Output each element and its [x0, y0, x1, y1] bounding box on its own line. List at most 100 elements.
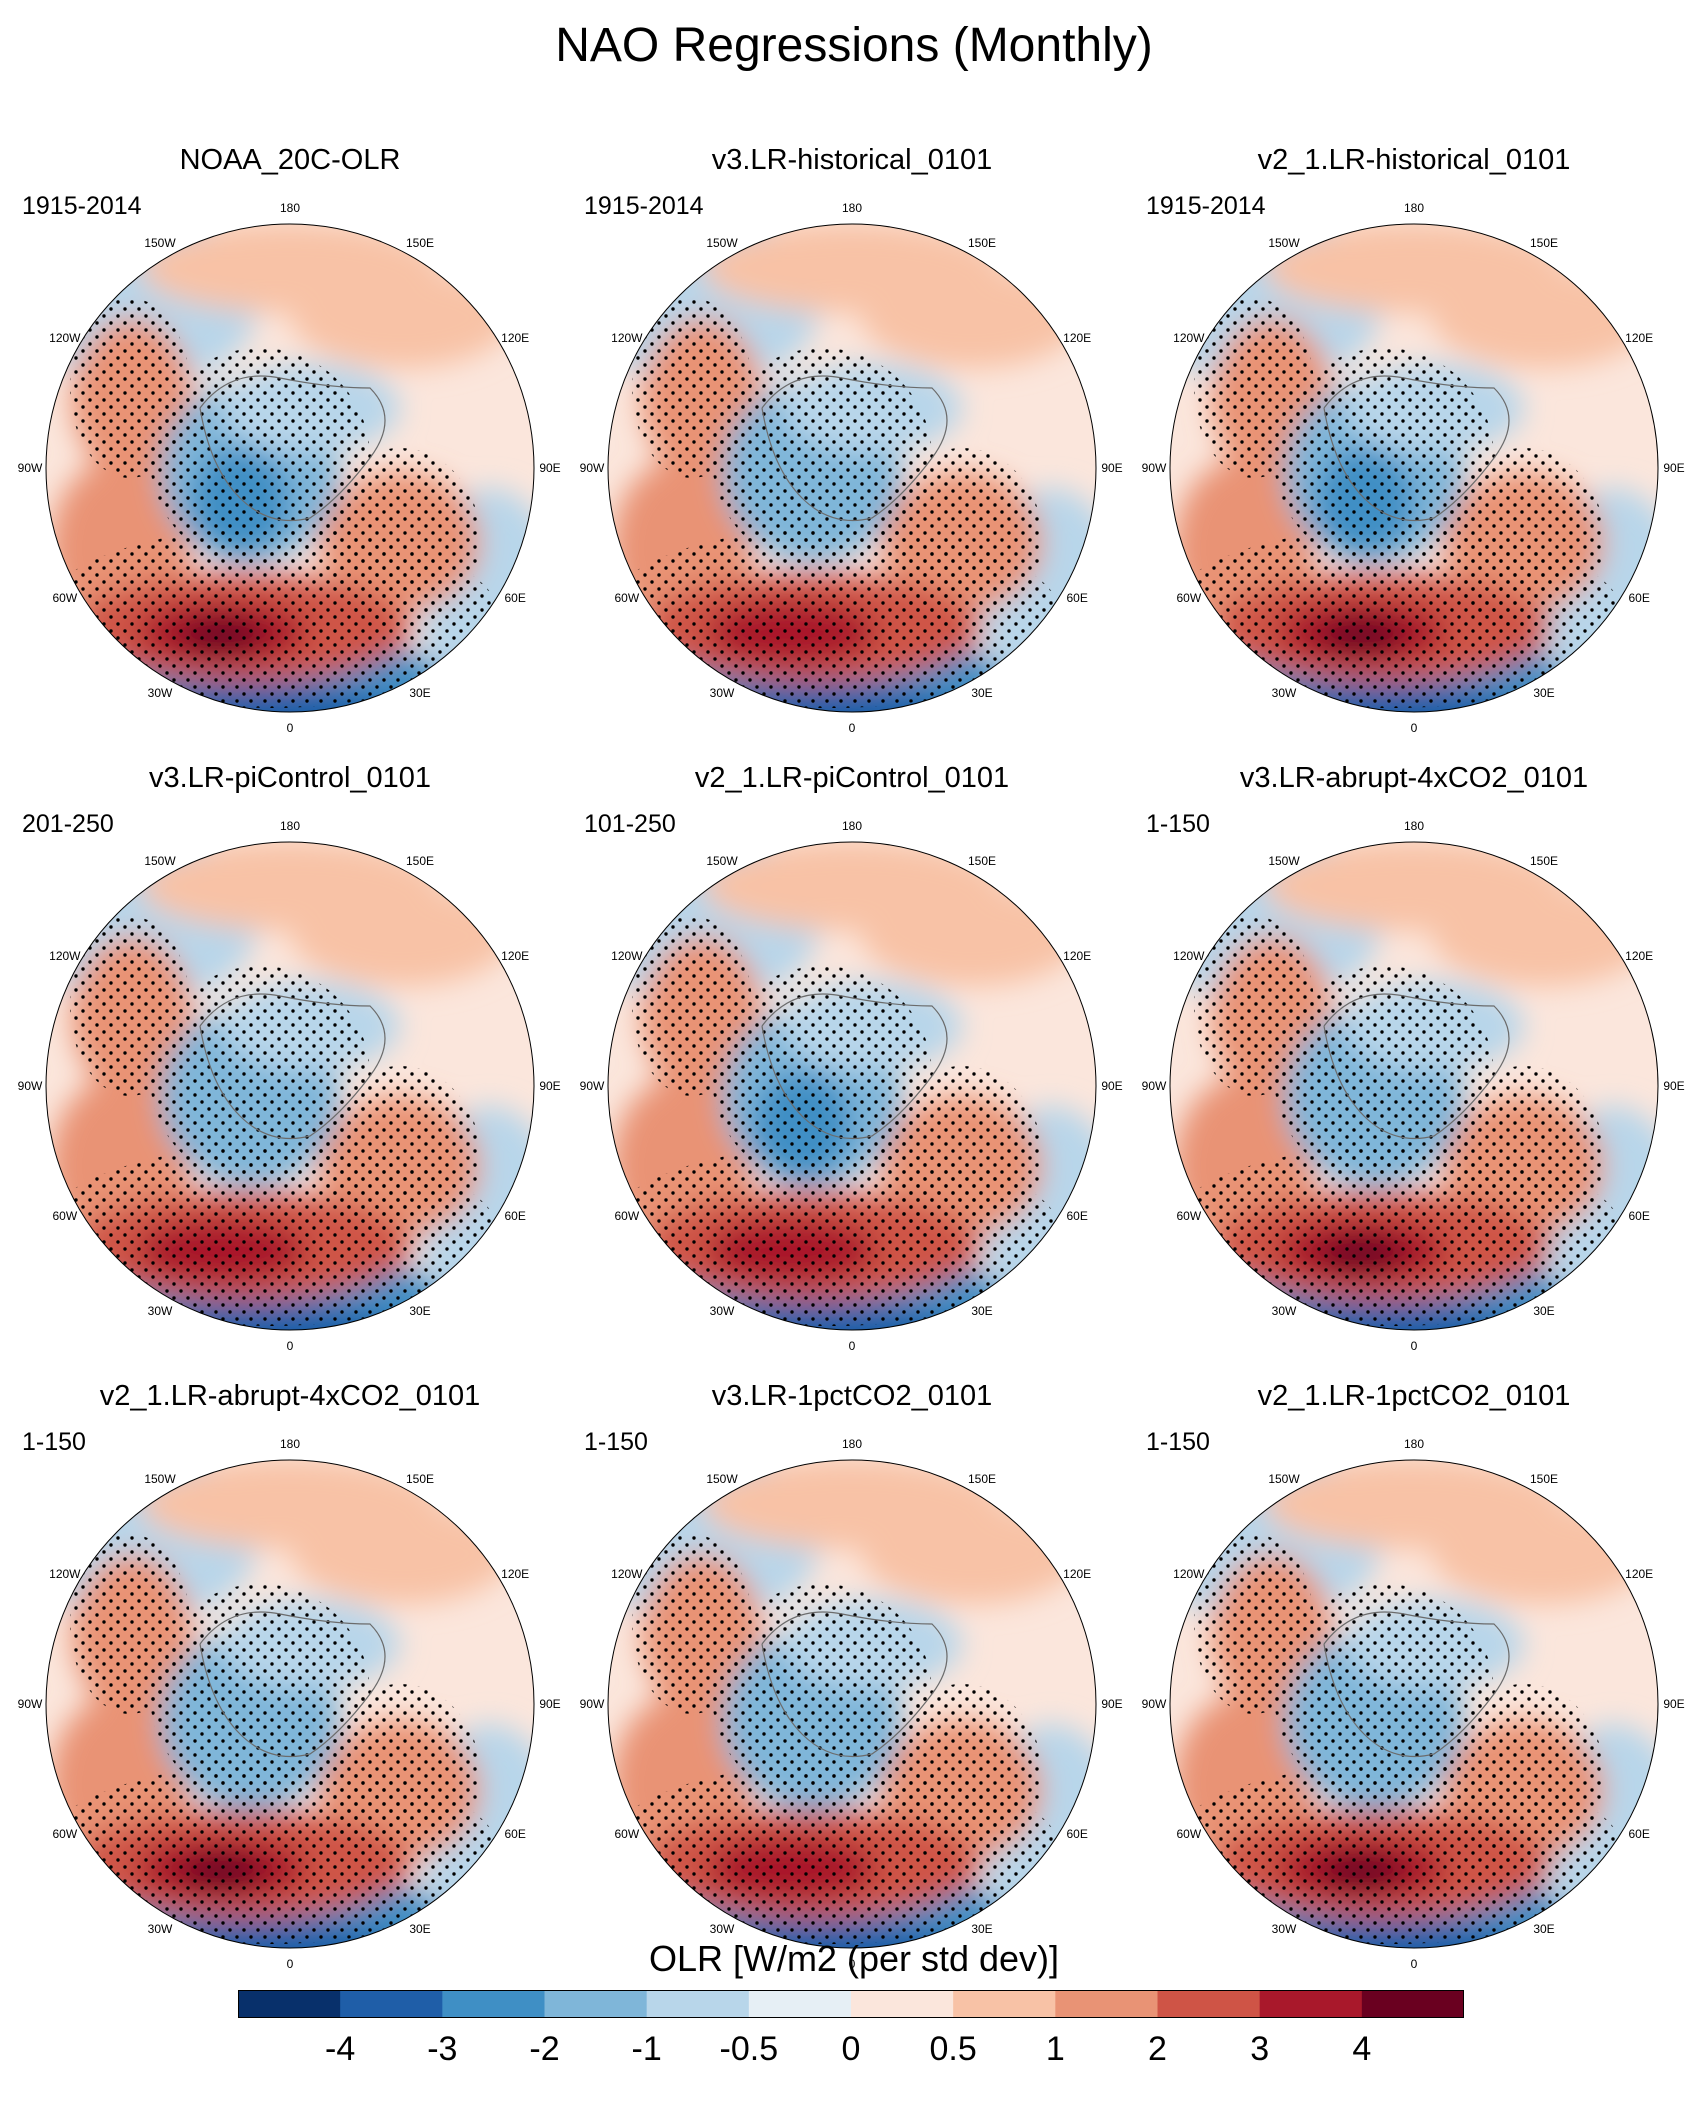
longitude-label: 90W — [18, 1697, 43, 1711]
longitude-label: 60E — [1066, 1209, 1087, 1223]
longitude-label: 120E — [501, 1567, 529, 1581]
colorbar — [238, 1990, 1464, 2018]
longitude-label: 90W — [18, 1079, 43, 1093]
longitude-label: 150E — [1530, 854, 1558, 868]
longitude-label: 150E — [968, 854, 996, 868]
longitude-label: 120W — [49, 331, 81, 345]
longitude-label: 120W — [611, 949, 643, 963]
polar-map: 180 150E 120E 90E 60E 30E 0 30W 60W 90W 120W 150W — [1142, 1437, 1685, 1971]
map-panel: v2_1.LR-historical_0101 1915-2014 180 150E 1… — [1134, 144, 1694, 764]
longitude-label: 120W — [49, 949, 81, 963]
longitude-label: 150E — [406, 854, 434, 868]
polar-map: 180 150E 120E 90E 60E 30E 0 30W 60W 90W 120W 150W — [18, 819, 561, 1353]
longitude-label: 60E — [1628, 1209, 1649, 1223]
longitude-label: 150W — [144, 854, 176, 868]
panel-title: v2_1.LR-abrupt-4xCO2_0101 — [99, 1380, 481, 1412]
longitude-label: 30W — [148, 1922, 173, 1936]
longitude-label: 30W — [1272, 1922, 1297, 1936]
coastline — [761, 1611, 948, 1758]
map-panel: v3.LR-1pctCO2_0101 1-150 180 150E 120E 90E 60E… — [572, 1380, 1132, 2000]
longitude-label: 60W — [1176, 1827, 1201, 1841]
colorbar-swatch — [1157, 1990, 1261, 2018]
longitude-label: 150E — [1530, 1472, 1558, 1486]
longitude-label: 150W — [144, 1472, 176, 1486]
longitude-label: 150W — [1268, 854, 1300, 868]
longitude-label: 30E — [409, 1922, 430, 1936]
map-boundary — [45, 1459, 535, 1949]
longitude-label: 150E — [968, 1472, 996, 1486]
map-panel: v3.LR-historical_0101 1915-2014 180 150E 120… — [572, 144, 1132, 764]
longitude-label: 0 — [849, 1957, 856, 1971]
longitude-label: 60E — [504, 1827, 525, 1841]
longitude-label: 90W — [580, 461, 605, 475]
longitude-label: 0 — [1411, 721, 1418, 735]
colorbar-swatch — [544, 1990, 648, 2018]
colorbar-swatch — [1259, 1990, 1363, 2018]
map-boundary — [607, 1459, 1097, 1949]
panel-period: 1-150 — [1146, 810, 1210, 838]
longitude-label: 30W — [710, 686, 735, 700]
longitude-label: 60E — [504, 1209, 525, 1223]
figure-title: NAO Regressions (Monthly) — [555, 19, 1153, 72]
longitude-label: 150W — [1268, 236, 1300, 250]
coastline — [761, 993, 948, 1140]
panel-period: 1915-2014 — [584, 192, 704, 220]
longitude-label: 90W — [580, 1697, 605, 1711]
longitude-label: 30E — [971, 1922, 992, 1936]
longitude-label: 180 — [280, 201, 300, 215]
longitude-label: 90W — [1142, 1697, 1167, 1711]
colorbar-swatch — [1055, 1990, 1158, 2018]
longitude-label: 30W — [1272, 686, 1297, 700]
panel-title: v3.LR-abrupt-4xCO2_0101 — [1239, 762, 1589, 794]
colorbar-swatch — [748, 1990, 852, 2018]
longitude-label: 90E — [1663, 1079, 1684, 1093]
longitude-label: 180 — [280, 819, 300, 833]
longitude-label: 120E — [1625, 1567, 1653, 1581]
longitude-label: 0 — [1411, 1339, 1418, 1353]
longitude-label: 0 — [287, 721, 294, 735]
longitude-label: 150W — [706, 236, 738, 250]
longitude-label: 60E — [504, 591, 525, 605]
colorbar-swatch — [646, 1990, 750, 2018]
longitude-label: 120W — [1173, 1567, 1205, 1581]
longitude-label: 30W — [1272, 1304, 1297, 1318]
longitude-label: 180 — [1404, 1437, 1424, 1451]
map-boundary — [607, 223, 1097, 713]
panel-period: 1915-2014 — [22, 192, 142, 220]
longitude-label: 90E — [1101, 1697, 1122, 1711]
coastline — [1323, 375, 1510, 522]
panel-title: v3.LR-1pctCO2_0101 — [711, 1380, 993, 1412]
longitude-label: 180 — [842, 1437, 862, 1451]
longitude-label: 30W — [148, 1304, 173, 1318]
polar-map: 180 150E 120E 90E 60E 30E 0 30W 60W 90W 120W 150W — [580, 1437, 1123, 1971]
longitude-label: 60W — [52, 1209, 77, 1223]
longitude-label: 60E — [1628, 1827, 1649, 1841]
panel-period: 1-150 — [1146, 1428, 1210, 1456]
longitude-label: 150W — [1268, 1472, 1300, 1486]
polar-map: 180 150E 120E 90E 60E 30E 0 30W 60W 90W 120W 150W — [1142, 201, 1685, 735]
panel-title: v3.LR-piControl_0101 — [148, 762, 432, 794]
colorbar-swatch — [1361, 1990, 1464, 2018]
colorbar-tick-label: -1 — [631, 2030, 662, 2068]
longitude-label: 120W — [49, 1567, 81, 1581]
map-panel: v3.LR-abrupt-4xCO2_0101 1-150 180 150E 120E 9… — [1134, 762, 1694, 1382]
panel-title: v2_1.LR-piControl_0101 — [694, 762, 1010, 794]
colorbar-swatch — [340, 1990, 443, 2018]
panel-period: 101-250 — [584, 810, 676, 838]
polar-map: 180 150E 120E 90E 60E 30E 0 30W 60W 90W 120W 150W — [18, 1437, 561, 1971]
longitude-label: 90E — [539, 1697, 560, 1711]
longitude-label: 30W — [710, 1922, 735, 1936]
longitude-label: 30E — [409, 686, 430, 700]
longitude-label: 0 — [849, 721, 856, 735]
map-panel: v3.LR-piControl_0101 201-250 180 150E 120E 90… — [10, 762, 570, 1382]
longitude-label: 90W — [18, 461, 43, 475]
longitude-label: 60W — [52, 591, 77, 605]
longitude-label: 120W — [1173, 949, 1205, 963]
longitude-label: 150E — [1530, 236, 1558, 250]
longitude-label: 90W — [1142, 461, 1167, 475]
map-panel: v2_1.LR-piControl_0101 101-250 180 150E 120E… — [572, 762, 1132, 1382]
longitude-label: 30E — [971, 1304, 992, 1318]
longitude-label: 90E — [539, 461, 560, 475]
longitude-label: 60W — [614, 1827, 639, 1841]
polar-map: 180 150E 120E 90E 60E 30E 0 30W 60W 90W 120W 150W — [18, 201, 561, 735]
